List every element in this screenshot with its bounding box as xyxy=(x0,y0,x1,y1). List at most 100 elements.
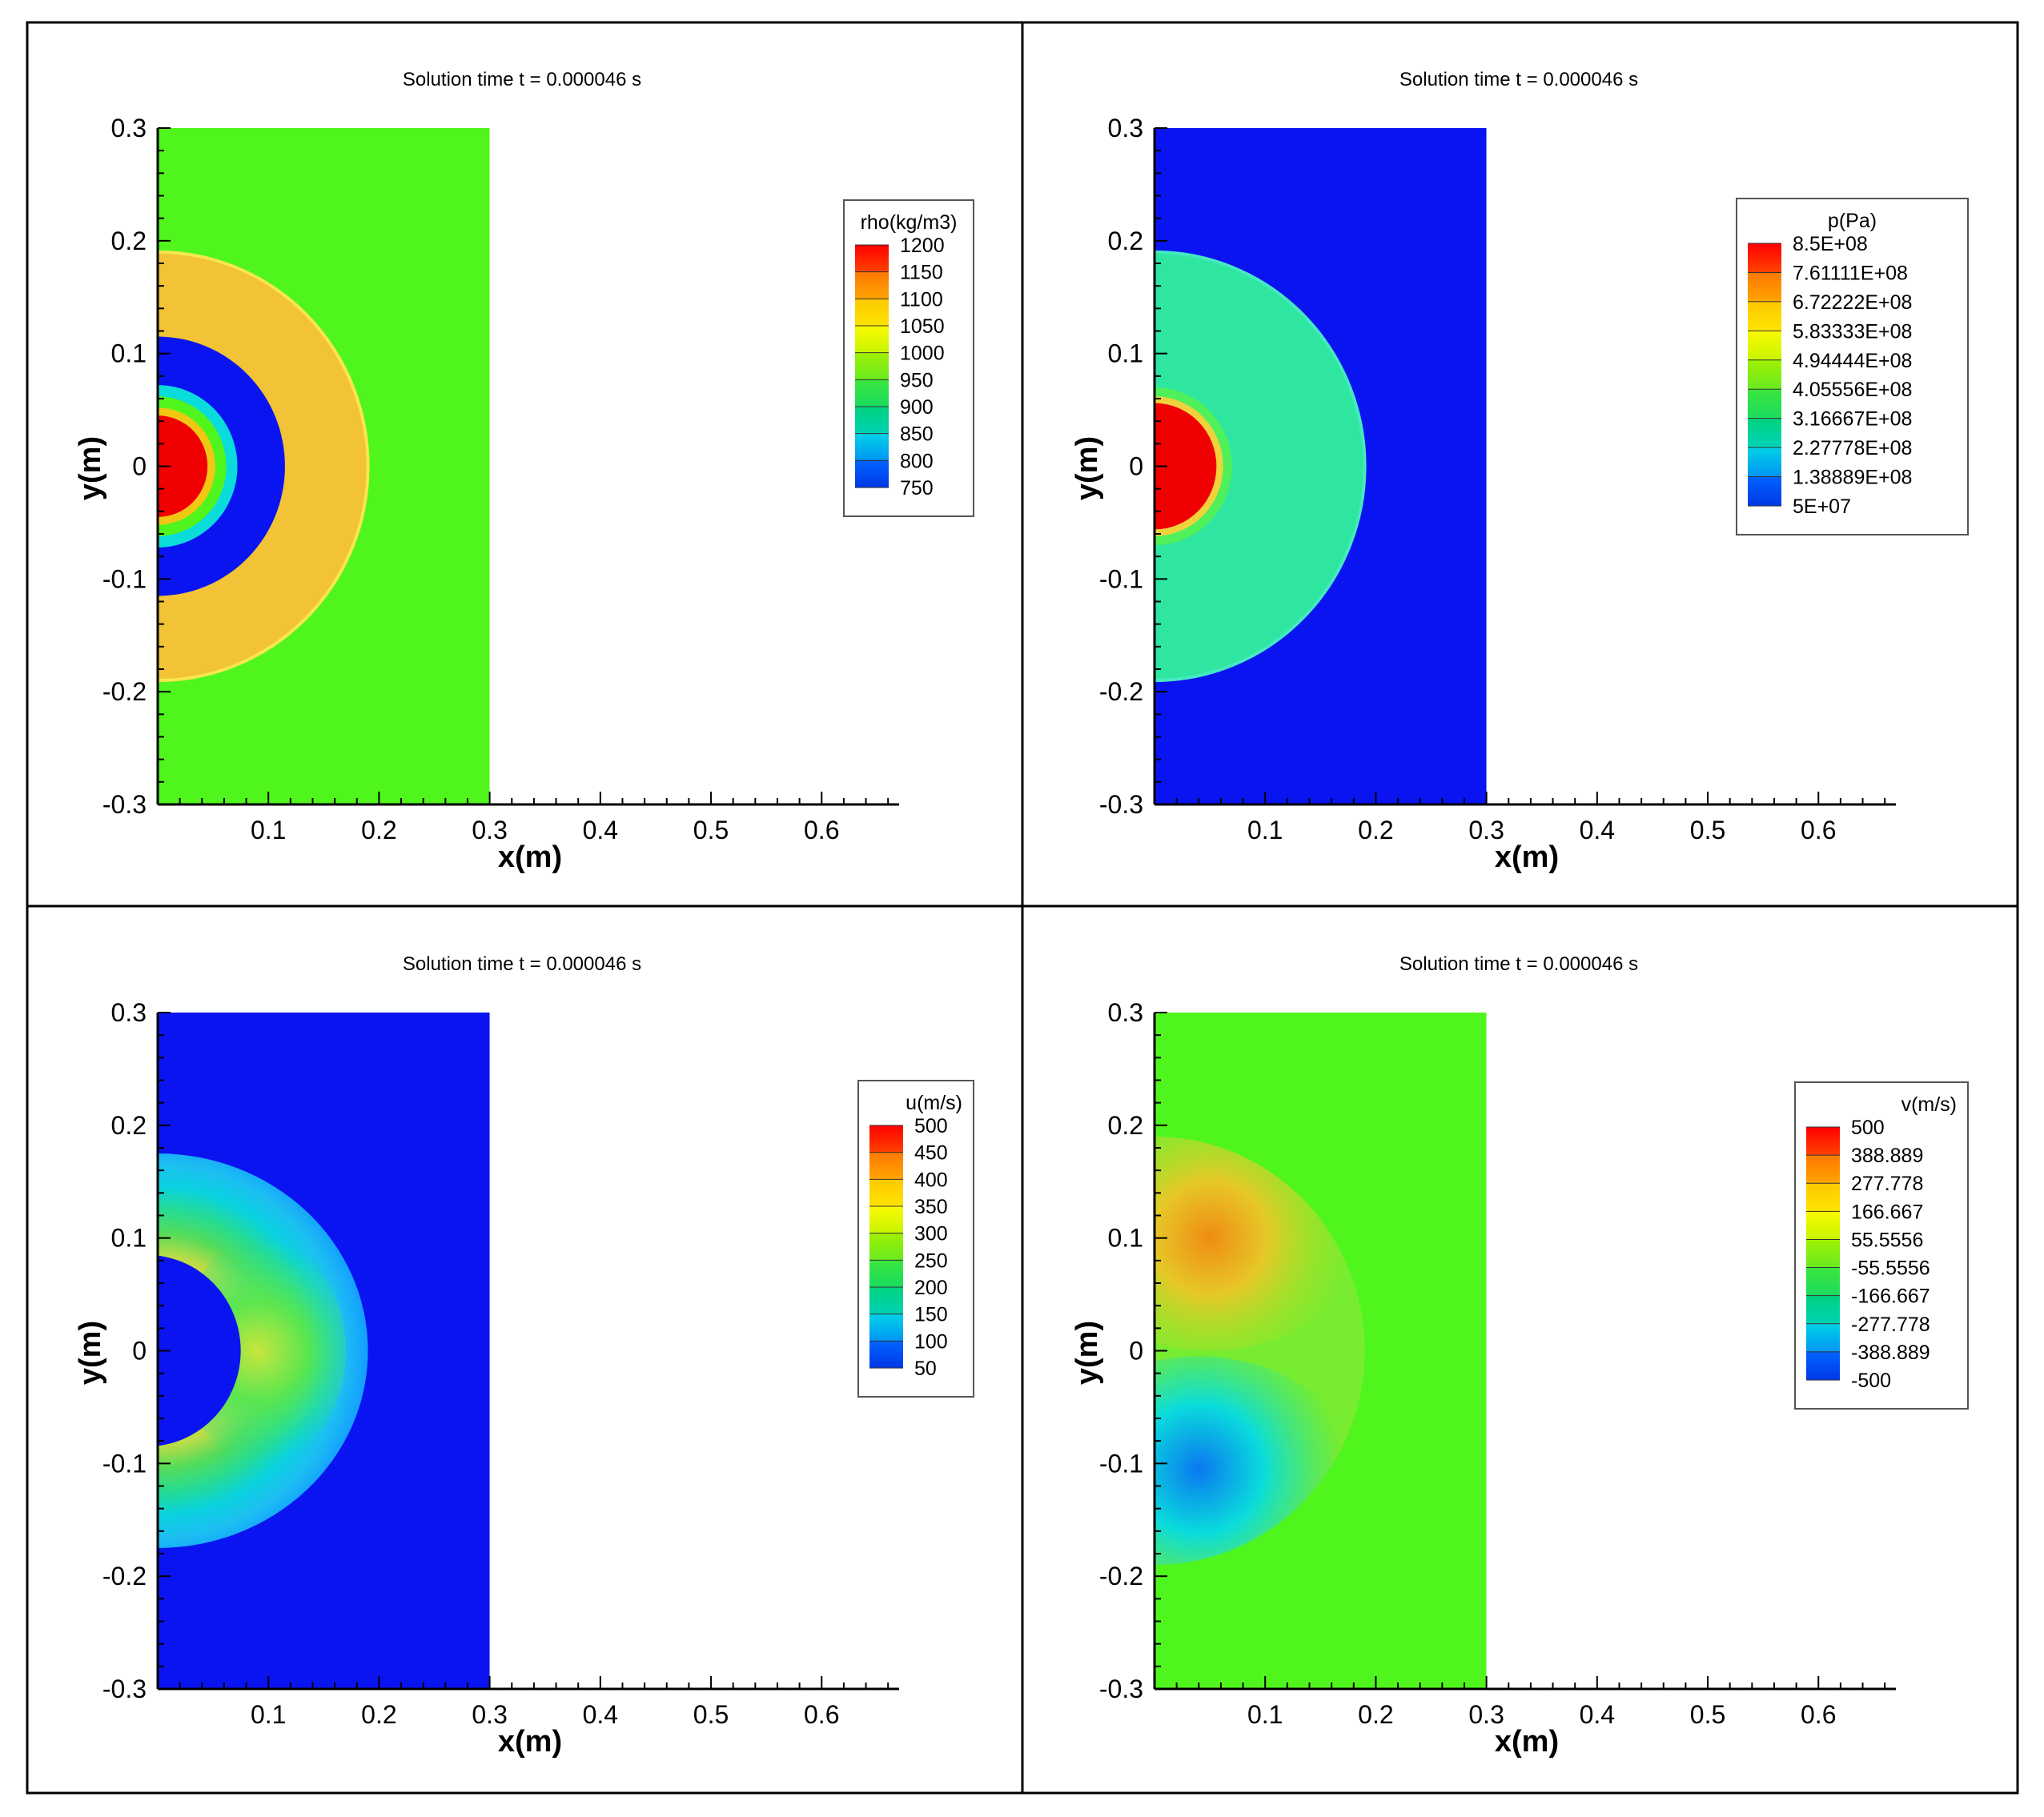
legend-level-label: 400 xyxy=(914,1169,948,1191)
x-tick-label: 0.4 xyxy=(583,1700,618,1729)
y-tick-label: 0.2 xyxy=(111,227,147,255)
y-tick-label: 0.1 xyxy=(1108,339,1143,368)
legend-gradient xyxy=(1748,243,1781,506)
contour-field xyxy=(1155,128,1487,804)
legend-level-label: 200 xyxy=(914,1277,948,1299)
y-tick-label: 0.1 xyxy=(111,339,147,368)
y-tick-label: 0.2 xyxy=(1108,227,1143,255)
legend-level-label: 3.16667E+08 xyxy=(1793,408,1912,431)
axes: 0.1 0.2 0.3 0.4 0.5 0.6 0.3 0.2 0.1 0 -0.1 -0.2 -0.3… xyxy=(1070,998,1896,1759)
legend-title: v(m/s) xyxy=(1901,1093,1957,1116)
velocity-lobes xyxy=(1155,1125,1365,1582)
x-tick-label: 0.2 xyxy=(1358,1700,1393,1729)
panel-x-velocity: Solution time t = 0.000046 s 0.1 0.2 0.3 0.4… xyxy=(74,953,974,1759)
legend-title: rho(kg/m3) xyxy=(861,211,958,234)
x-tick-label: 0.1 xyxy=(1247,1700,1283,1729)
x-tick-label: 0.2 xyxy=(1358,816,1393,844)
y-tick-label: -0.3 xyxy=(1099,1675,1143,1703)
x-tick-label: 0.6 xyxy=(804,816,839,844)
axes: 0.1 0.2 0.3 0.4 0.5 0.6 0.3 0.2 0.1 0 -0.1 -0.2 -0.3… xyxy=(1070,114,1896,874)
legend-level-label: 450 xyxy=(914,1142,948,1165)
contour-field xyxy=(158,128,490,804)
legend-level-label: 2.27778E+08 xyxy=(1793,437,1912,459)
panel-title: Solution time t = 0.000046 s xyxy=(1399,953,1638,975)
y-tick-label: -0.3 xyxy=(1099,790,1143,819)
x-tick-label: 0.1 xyxy=(1247,816,1283,844)
positive-lobe xyxy=(1155,1125,1365,1351)
y-axis-label: y(m) xyxy=(74,1321,107,1385)
x-tick-label: 0.5 xyxy=(693,1700,729,1729)
x-tick-label: 0.3 xyxy=(472,1700,507,1729)
legend-level-label: 350 xyxy=(914,1196,948,1218)
legend-level-label: 4.94444E+08 xyxy=(1793,350,1912,372)
x-tick-label: 0.2 xyxy=(361,1700,396,1729)
panel-title: Solution time t = 0.000046 s xyxy=(1399,69,1638,90)
x-tick-label: 0.4 xyxy=(1580,1700,1615,1729)
legend-level-label: 6.72222E+08 xyxy=(1793,291,1912,314)
y-tick-label: -0.1 xyxy=(102,564,147,593)
legend: u(m/s)500 450 400 350 300 250 200 150 100 50 xyxy=(857,1080,974,1398)
legend-level-label: 850 xyxy=(900,423,934,446)
legend-level-label: -277.778 xyxy=(1851,1314,1930,1336)
legend-level-label: 7.61111E+08 xyxy=(1793,262,1908,284)
x-tick-label: 0.6 xyxy=(1801,816,1836,844)
legend-level-label: 300 xyxy=(914,1223,948,1245)
x-tick-label: 0.3 xyxy=(1468,1700,1504,1729)
y-tick-label: -0.2 xyxy=(1099,677,1143,706)
contour-ring-5 xyxy=(158,415,208,517)
x-tick-label: 0.6 xyxy=(804,1700,839,1729)
y-tick-label: -0.3 xyxy=(102,790,147,819)
y-tick-label: 0.3 xyxy=(1108,998,1143,1027)
y-tick-label: 0 xyxy=(1129,1337,1143,1366)
x-tick-label: 0.5 xyxy=(693,816,729,844)
y-axis-label: y(m) xyxy=(1070,1321,1104,1385)
legend-level-label: 5E+07 xyxy=(1793,495,1851,518)
legend-level-label: 277.778 xyxy=(1851,1173,1923,1195)
axes: 0.1 0.2 0.3 0.4 0.5 0.6 0.3 0.2 0.1 0 -0.1 -0.2 -0.3… xyxy=(74,998,899,1759)
legend-level-label: 4.05556E+08 xyxy=(1793,379,1912,401)
x-axis-label: x(m) xyxy=(1495,840,1559,874)
legend-gradient xyxy=(1806,1127,1840,1380)
x-tick-label: 0.2 xyxy=(361,816,396,844)
figure-frame xyxy=(26,21,2019,1795)
y-tick-label: 0.1 xyxy=(111,1224,147,1253)
y-tick-label: -0.3 xyxy=(102,1675,147,1703)
x-axis-label: x(m) xyxy=(498,1725,562,1759)
panel-title: Solution time t = 0.000046 s xyxy=(403,69,641,90)
panel-y-velocity: Solution time t = 0.000046 s 0.1 0.2 0.3 0.4… xyxy=(1070,953,1969,1759)
x-tick-label: 0.5 xyxy=(1690,816,1725,844)
negative-lobe xyxy=(1155,1356,1354,1582)
x-tick-label: 0.4 xyxy=(1580,816,1615,844)
y-tick-label: -0.2 xyxy=(1099,1562,1143,1590)
panel-pressure: Solution time t = 0.000046 s 0.1 0.2 0.3 0.4… xyxy=(1070,69,1969,874)
x-tick-label: 0.6 xyxy=(1801,1700,1836,1729)
legend-level-label: -500 xyxy=(1851,1370,1891,1392)
legend-gradient xyxy=(855,245,889,487)
y-tick-label: 0.3 xyxy=(111,114,147,142)
legend-level-label: 950 xyxy=(900,369,934,391)
legend: rho(kg/m3)1200 1150 1100 1050 1000 950 900 850 8… xyxy=(843,199,974,517)
legend-level-label: 1100 xyxy=(900,288,943,311)
legend-level-label: 5.83333E+08 xyxy=(1793,320,1912,343)
contour-ring-3 xyxy=(1155,403,1217,530)
legend-gradient xyxy=(869,1125,903,1368)
legend-level-label: 1200 xyxy=(900,235,945,257)
x-axis-label: x(m) xyxy=(1495,1725,1559,1759)
y-tick-label: -0.2 xyxy=(102,1562,147,1590)
y-tick-label: 0.3 xyxy=(1108,114,1143,142)
legend-level-label: -166.667 xyxy=(1851,1286,1930,1308)
y-axis-label: y(m) xyxy=(1070,436,1104,500)
legend-title: u(m/s) xyxy=(906,1092,962,1114)
legend-level-label: -55.5556 xyxy=(1851,1257,1930,1280)
legend-level-label: 50 xyxy=(914,1358,937,1380)
legend-level-label: 166.667 xyxy=(1851,1201,1923,1223)
y-axis-label: y(m) xyxy=(74,436,107,500)
x-tick-label: 0.5 xyxy=(1690,1700,1725,1729)
legend-level-label: -388.889 xyxy=(1851,1342,1930,1364)
axes: 0.1 0.2 0.3 0.4 0.5 0.6 0.3 0.2 0.1 0 -0.1 -0.2 -0.3… xyxy=(74,114,899,874)
y-tick-label: -0.1 xyxy=(1099,1449,1143,1478)
legend-level-label: 1000 xyxy=(900,343,945,365)
legend: p(Pa)8.5E+08 7.61111E+08 6.72222E+08 5.8333… xyxy=(1736,198,1969,535)
legend-level-label: 100 xyxy=(914,1330,948,1353)
